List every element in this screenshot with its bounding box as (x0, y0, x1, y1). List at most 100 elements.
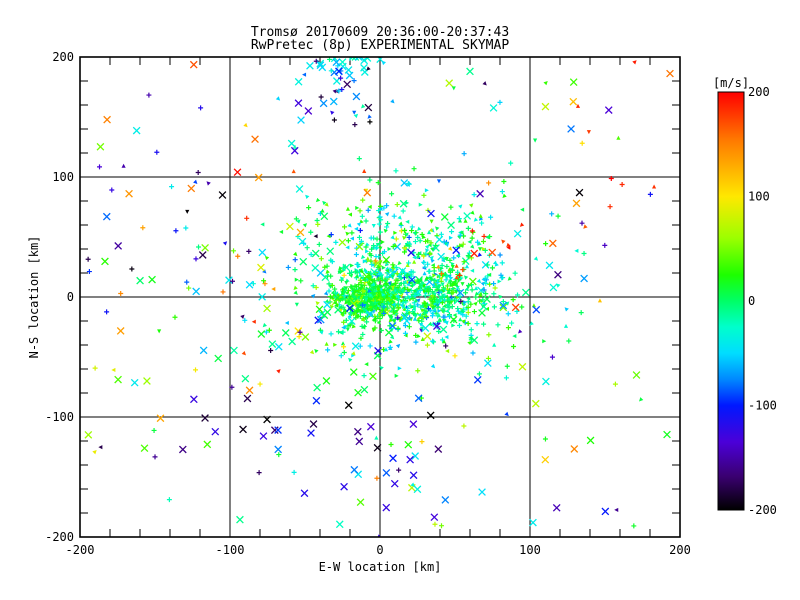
scatter-point (491, 304, 497, 310)
scatter-point (446, 296, 451, 301)
scatter-point (389, 454, 397, 463)
scatter-point (452, 353, 458, 359)
scatter-point (225, 276, 233, 285)
scatter-point (341, 291, 346, 296)
scatter-point (421, 234, 426, 240)
scatter-point (354, 388, 362, 397)
scatter-point (478, 309, 486, 317)
scatter-point (405, 286, 411, 292)
scatter-point (358, 335, 364, 341)
scatter-point (367, 288, 372, 294)
scatter-point (572, 199, 581, 208)
scatter-point (378, 287, 383, 292)
scatter-point (395, 343, 401, 349)
scatter-point (338, 308, 343, 313)
scatter-point (297, 329, 303, 335)
scatter-point (390, 235, 395, 240)
scatter-point (352, 122, 358, 128)
scatter-point (324, 299, 330, 304)
scatter-point (244, 215, 250, 221)
scatter-point (338, 238, 347, 247)
colorbar-tick-label: 100 (748, 190, 770, 204)
scatter-point (206, 181, 211, 186)
scatter-point (412, 259, 417, 264)
scatter-point (447, 300, 453, 305)
scatter-point (193, 179, 198, 184)
scatter-point (330, 110, 335, 115)
scatter-point (448, 281, 454, 287)
scatter-point (477, 247, 483, 252)
scatter-point (486, 180, 492, 186)
scatter-point (402, 246, 408, 251)
scatter-point (393, 168, 399, 174)
scatter-point (432, 244, 440, 252)
scatter-point (460, 282, 465, 287)
scatter-point (632, 60, 637, 65)
chart-title: Tromsø 20170609 20:36:00-20:37:43 (251, 25, 509, 40)
scatter-point (266, 327, 272, 333)
scatter-point (329, 259, 335, 265)
scatter-point (485, 262, 491, 268)
scatter-point (447, 257, 453, 263)
scatter-point (549, 283, 558, 292)
scatter-point (254, 173, 263, 182)
scatter-point (405, 262, 410, 267)
scatter-point (274, 342, 283, 351)
scatter-point (414, 394, 423, 403)
scatter-point (420, 336, 425, 341)
scatter-point (362, 272, 371, 281)
scatter-point (203, 440, 212, 449)
scatter-point (427, 296, 433, 302)
scatter-point (518, 329, 523, 334)
scatter-point (308, 252, 314, 258)
scatter-point (483, 280, 489, 286)
scatter-point (444, 264, 450, 270)
scatter-point (196, 244, 202, 250)
scatter-point (257, 330, 266, 338)
scatter-point (501, 239, 506, 244)
scatter-point (305, 194, 310, 200)
scatter-point (377, 312, 382, 317)
scatter-point (350, 290, 356, 295)
scatter-point (444, 274, 450, 280)
scatter-point (193, 367, 199, 373)
scatter-point (431, 296, 437, 302)
scatter-point (351, 342, 360, 351)
scatter-point (403, 299, 409, 305)
scatter-point (491, 281, 497, 287)
scatter-point (612, 381, 618, 387)
scatter-point (457, 272, 463, 278)
scatter-point (84, 431, 93, 439)
scatter-point (364, 297, 369, 302)
scatter-point (239, 425, 247, 434)
scatter-point (463, 290, 469, 296)
scatter-point (429, 255, 434, 261)
scatter-point (466, 282, 472, 288)
scatter-point (579, 220, 585, 226)
scatter-point (387, 323, 393, 329)
scatter-point (263, 415, 271, 424)
scatter-point (393, 286, 402, 295)
scatter-point (381, 310, 387, 316)
scatter-point (476, 278, 482, 284)
scatter-point (408, 283, 414, 288)
scatter-point (460, 267, 466, 273)
scatter-point (453, 296, 462, 305)
scatter-point (198, 105, 204, 111)
scatter-point (430, 363, 436, 369)
scatter-point (395, 294, 401, 300)
x-tick-label: 200 (669, 543, 691, 557)
scatter-point (402, 235, 407, 241)
scatter-point (394, 373, 399, 378)
scatter-point (291, 469, 297, 475)
scatter-point (381, 205, 387, 211)
scatter-point (310, 283, 316, 289)
scatter-point (463, 300, 468, 305)
scatter-point (473, 217, 479, 222)
scatter-point (316, 241, 322, 247)
scatter-point (419, 439, 425, 445)
scatter-point (542, 377, 550, 386)
scatter-point (413, 485, 422, 494)
scatter-point (492, 342, 497, 347)
scatter-point (152, 454, 158, 460)
